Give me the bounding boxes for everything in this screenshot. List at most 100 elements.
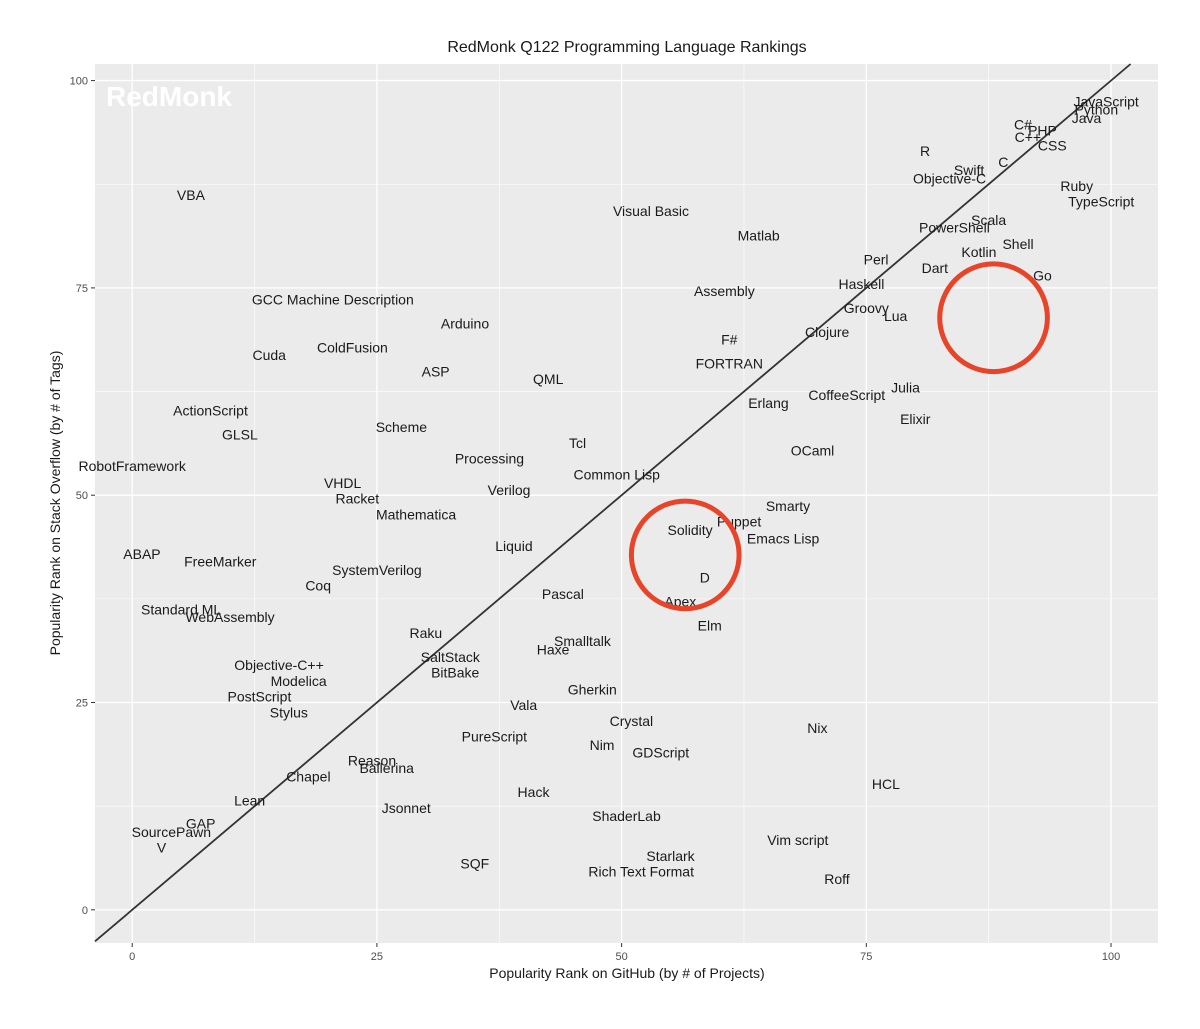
data-label: Cuda — [252, 347, 286, 363]
x-tick-label: 25 — [371, 951, 383, 963]
data-label: JavaScript — [1073, 93, 1138, 109]
data-label: ASP — [422, 364, 450, 380]
data-label: Perl — [864, 252, 889, 268]
data-label: QML — [533, 371, 564, 387]
reference-line-layer — [94, 63, 1132, 943]
data-label: FreeMarker — [184, 554, 257, 570]
data-label: GAP — [186, 816, 216, 832]
data-label: Visual Basic — [613, 203, 689, 219]
data-label: Objective-C — [913, 170, 986, 186]
data-label: Matlab — [738, 228, 780, 244]
data-label: Standard ML — [141, 602, 221, 618]
data-label: Mathematica — [376, 506, 456, 522]
data-label: Smarty — [766, 498, 810, 514]
data-label: Pascal — [542, 586, 584, 602]
data-label: D — [700, 569, 710, 585]
data-label: Stylus — [270, 704, 308, 720]
data-label: Swift — [954, 162, 984, 178]
x-tick-label: 75 — [860, 951, 872, 963]
data-label: Objective-C++ — [234, 657, 323, 673]
highlight-circle — [937, 261, 1050, 375]
data-label: SourcePawn — [132, 824, 211, 840]
major-gridlines — [95, 64, 1158, 943]
data-label: Liquid — [495, 538, 532, 554]
data-label: Vim script — [767, 832, 828, 848]
data-label: SystemVerilog — [332, 562, 421, 578]
data-label: Hack — [518, 784, 551, 800]
data-label: C — [998, 154, 1008, 170]
data-label: Smalltalk — [554, 633, 612, 649]
data-label: Raku — [409, 625, 442, 641]
data-label: GDScript — [632, 744, 689, 760]
y-axis-title: Popularity Rank on Stack Overflow (by # … — [47, 351, 63, 656]
data-label: Lean — [234, 792, 265, 808]
data-label: Elixir — [900, 411, 931, 427]
data-label: WebAssembly — [185, 609, 274, 625]
data-label: CSS — [1038, 137, 1067, 153]
data-label: BitBake — [431, 665, 479, 681]
data-label: Nim — [590, 737, 615, 753]
data-label: Processing — [455, 451, 524, 467]
x-axis-ticks: 0 25 50 75 100 — [129, 943, 1120, 963]
data-label: OCaml — [791, 442, 835, 458]
data-label: VHDL — [324, 475, 362, 491]
data-label: SaltStack — [421, 649, 481, 665]
data-label: Ballerina — [359, 760, 414, 776]
data-label: Python — [1075, 102, 1119, 118]
data-label: TypeScript — [1068, 194, 1134, 210]
x-tick-label: 100 — [1102, 951, 1120, 963]
data-label: Crystal — [610, 713, 654, 729]
y-tick-label: 75 — [76, 283, 88, 295]
highlight-circle — [628, 498, 742, 612]
data-label: Haskell — [838, 276, 884, 292]
data-label: GCC Machine Description — [252, 292, 414, 308]
data-label: Kotlin — [961, 244, 996, 260]
data-label: GLSL — [222, 427, 258, 443]
highlight-circles — [628, 261, 1050, 612]
data-label: Lua — [884, 308, 908, 324]
data-label: Elm — [698, 617, 722, 633]
data-label: ShaderLab — [592, 808, 661, 824]
data-label: Nix — [807, 720, 827, 736]
data-label: Rich Text Format — [588, 864, 694, 880]
x-axis-title: Popularity Rank on GitHub (by # of Proje… — [489, 965, 764, 981]
data-label: Scheme — [376, 419, 428, 435]
data-label: C++ — [1015, 129, 1041, 145]
data-label: ColdFusion — [317, 340, 388, 356]
data-label: Ruby — [1060, 178, 1093, 194]
data-label: Groovy — [844, 300, 889, 316]
data-label: HCL — [872, 776, 900, 792]
data-label: PHP — [1028, 122, 1057, 138]
redmonk-watermark: RedMonk — [106, 81, 232, 112]
data-label: Tcl — [569, 435, 586, 451]
data-label: Emacs Lisp — [747, 530, 820, 546]
data-label: Java — [1072, 110, 1102, 126]
data-label: Chapel — [286, 768, 330, 784]
data-labels: JavaScriptPythonJavaPHPC#C++CSSRCSwiftOb… — [79, 93, 1139, 887]
data-label: V — [157, 840, 167, 856]
data-label: RobotFramework — [79, 458, 187, 474]
data-label: C# — [1014, 117, 1032, 133]
y-tick-label: 100 — [70, 76, 88, 88]
data-label: SQF — [460, 855, 489, 871]
data-label: Modelica — [271, 673, 327, 689]
data-label: ActionScript — [173, 403, 248, 419]
data-label: Haxe — [537, 641, 570, 657]
plot-panel — [95, 64, 1158, 943]
y-tick-label: 25 — [76, 698, 88, 710]
data-label: CoffeeScript — [808, 387, 885, 403]
data-label: Erlang — [748, 395, 788, 411]
data-label: Coq — [305, 578, 331, 594]
data-label: Julia — [891, 379, 920, 395]
data-label: Reason — [348, 753, 396, 769]
data-label: F# — [721, 331, 738, 347]
y-axis-ticks: 0 25 50 75 100 — [70, 76, 95, 917]
data-label: PostScript — [228, 689, 292, 705]
data-label: Starlark — [646, 848, 695, 864]
data-label: Arduino — [441, 316, 489, 332]
data-label: ABAP — [123, 546, 160, 562]
data-label: FORTRAN — [696, 355, 763, 371]
x-tick-label: 50 — [615, 951, 627, 963]
data-label: Vala — [510, 697, 537, 713]
data-label: Clojure — [805, 324, 850, 340]
